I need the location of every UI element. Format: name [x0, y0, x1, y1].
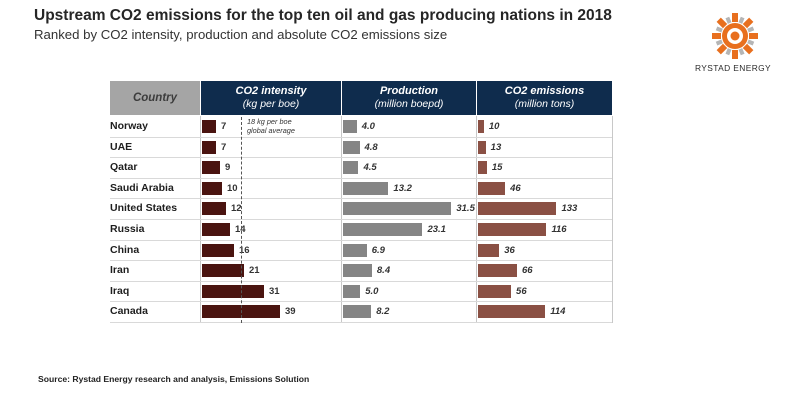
emissions-value-label: 116	[551, 224, 567, 235]
row-separator	[110, 260, 612, 262]
intensity-bar	[202, 243, 234, 257]
country-label: Canada	[110, 305, 148, 318]
country-label: UAE	[110, 140, 133, 153]
emissions-value-label: 36	[504, 244, 515, 256]
production-value-label: 23.1	[427, 224, 446, 235]
intensity-value-label: 10	[227, 182, 238, 194]
production-header-title: Production	[379, 85, 439, 97]
production-value-label: 8.2	[376, 306, 390, 318]
country-label: Qatar	[110, 161, 138, 174]
row-separator	[110, 177, 612, 179]
country-label: Russia	[110, 223, 145, 235]
emissions-bar	[478, 120, 484, 133]
intensity-value-label: 14	[235, 224, 246, 235]
production-bar	[343, 181, 389, 195]
intensity-bar	[202, 181, 222, 195]
country-label: Iraq	[110, 284, 130, 297]
country-label: Saudi Arabia	[110, 181, 174, 194]
production-value-label: 8.4	[376, 265, 391, 277]
intensity-value-label: 7	[221, 141, 227, 153]
production-value-label: 6.9	[371, 244, 385, 256]
emissions-value-label: 10	[488, 121, 500, 132]
emissions-bar	[478, 223, 547, 236]
production-bar	[343, 243, 367, 257]
intensity-value-label: 39	[285, 306, 296, 318]
emissions-value-label: 15	[491, 162, 503, 174]
annotation-line-2: global average	[247, 126, 295, 135]
intensity-header-unit: (kg per boe)	[242, 98, 300, 110]
intensity-bar	[202, 223, 230, 236]
row-separator	[110, 280, 612, 282]
production-bar	[343, 140, 360, 154]
emissions-bar	[478, 284, 512, 298]
emissions-value-label: 114	[550, 306, 566, 318]
intensity-bar	[202, 120, 216, 133]
intensity-bar	[202, 264, 244, 278]
production-bar	[343, 120, 357, 133]
emissions-bar	[478, 305, 546, 319]
row-separator	[110, 239, 612, 241]
emissions-bar	[478, 202, 557, 216]
intensity-column-header: CO2 intensity (kg per boe)	[201, 81, 341, 115]
intensity-bar	[202, 202, 226, 216]
production-bar	[343, 264, 372, 278]
intensity-value-label: 12	[231, 203, 242, 215]
emissions-bar	[478, 243, 500, 257]
row-separator	[110, 301, 612, 303]
production-value-label: 4.0	[361, 121, 375, 132]
production-bar	[343, 202, 452, 216]
production-value-label: 4.8	[364, 141, 378, 153]
global-average-reference-line	[241, 117, 242, 323]
production-value-label: 31.5	[456, 203, 475, 215]
intensity-value-label: 16	[239, 244, 250, 256]
intensity-value-label: 31	[269, 285, 280, 297]
intensity-bar	[202, 284, 264, 298]
emissions-bar	[478, 140, 486, 154]
production-value-label: 5.0	[365, 285, 379, 297]
row-separator	[110, 136, 612, 138]
annotation-line-1: 18 kg per boe	[247, 117, 292, 126]
production-bar	[343, 161, 359, 175]
row-separator	[110, 219, 612, 220]
global-average-annotation: 18 kg per boe global average	[247, 117, 295, 135]
rystad-sun-logo-icon	[712, 13, 758, 59]
row-separator	[110, 157, 612, 159]
intensity-value-label: 7	[221, 121, 227, 132]
intensity-value-label: 21	[249, 265, 260, 277]
intensity-bar	[202, 140, 216, 154]
production-bar	[343, 284, 361, 298]
country-label: Iran	[110, 264, 130, 277]
production-bar	[343, 305, 372, 319]
emissions-column-header: CO2 emissions (million tons)	[477, 81, 612, 115]
row-separator	[110, 322, 612, 323]
country-column-header: Country	[110, 81, 200, 115]
emissions-bar	[478, 264, 517, 278]
chart-title: Upstream CO2 emissions for the top ten o…	[34, 7, 612, 24]
brand-name: RYSTAD ENERGY	[694, 63, 772, 73]
emissions-value-label: 13	[490, 141, 502, 153]
emissions-header-title: CO2 emissions	[504, 85, 585, 97]
emissions-bar	[478, 161, 487, 175]
country-label: United States	[110, 202, 178, 215]
emissions-header-unit: (million tons)	[514, 98, 575, 110]
production-bar	[343, 223, 423, 236]
country-label: Norway	[110, 120, 148, 132]
column-divider	[612, 116, 613, 323]
emissions-value-label: 56	[516, 285, 527, 297]
emissions-value-label: 66	[521, 265, 533, 277]
production-header-unit: (million boepd)	[374, 98, 444, 110]
production-value-label: 4.5	[363, 162, 377, 174]
production-value-label: 13.2	[393, 182, 412, 194]
emissions-bar	[478, 181, 506, 195]
emissions-value-label: 133	[561, 203, 578, 215]
emissions-value-label: 46	[510, 182, 521, 194]
production-column-header: Production (million boepd)	[342, 81, 476, 115]
intensity-header-title: CO2 intensity	[235, 85, 307, 97]
country-label: China	[110, 243, 140, 256]
source-note: Source: Rystad Energy research and analy…	[38, 374, 310, 384]
row-separator	[110, 198, 612, 200]
intensity-bar	[202, 161, 220, 175]
intensity-value-label: 9	[225, 162, 231, 174]
chart-subtitle: Ranked by CO2 intensity, production and …	[34, 27, 448, 42]
